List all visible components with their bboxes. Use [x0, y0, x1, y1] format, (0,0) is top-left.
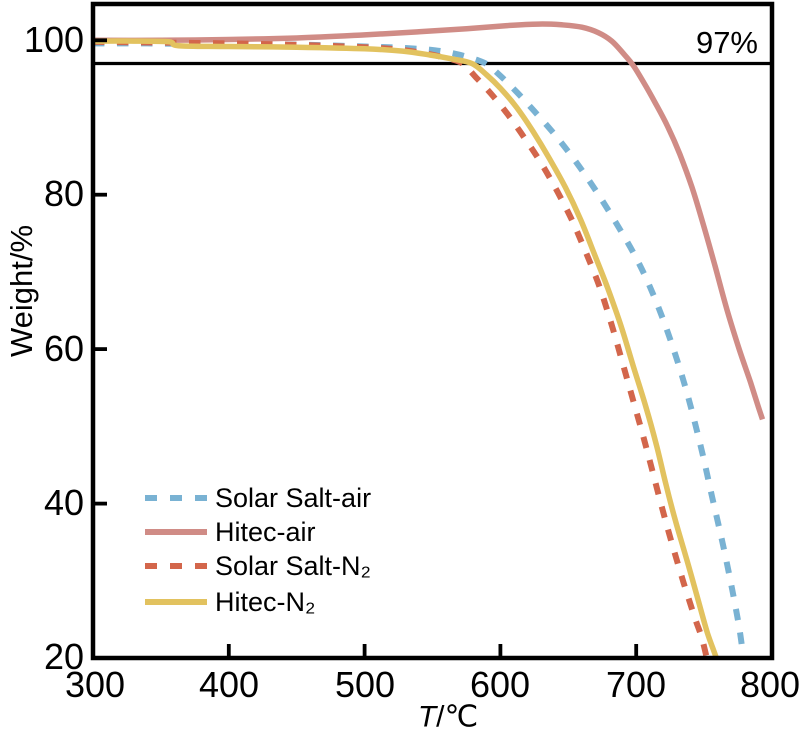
x-tick-label-300: 300 — [64, 664, 126, 705]
legend-label-hitec-air: Hitec-air — [215, 517, 316, 547]
reference-line-annotation: 97% — [695, 25, 758, 60]
x-axis-title-variable: T — [417, 700, 437, 734]
curve-hitec-n — [92, 38, 719, 659]
y-tick-label-60: 60 — [43, 328, 84, 369]
x-tick-label-500: 500 — [334, 664, 396, 705]
legend-label-solar-salt-n2: Solar Salt-N₂ — [215, 551, 372, 581]
y-tick-label-20: 20 — [43, 636, 84, 677]
plot-frame — [90, 1, 775, 661]
x-tick-label-700: 700 — [605, 664, 667, 705]
x-tick-label-400: 400 — [198, 664, 260, 705]
x-axis-title-unit: /℃ — [436, 700, 479, 734]
y-tick-label-40: 40 — [43, 482, 84, 523]
legend-label-hitec-n2: Hitec-N₂ — [215, 587, 316, 617]
x-axis-title: T/℃ — [418, 700, 478, 735]
legend-label-solar-salt-air: Solar Salt-air — [215, 483, 372, 513]
curve-hitec-air — [92, 21, 766, 421]
y-axis-title: Weight/% — [4, 224, 39, 358]
x-tick-label-800: 800 — [739, 664, 801, 705]
x-tick-label-600: 600 — [469, 664, 531, 705]
y-tick-label-100: 100 — [23, 19, 84, 60]
curve-solar-salt-n — [92, 38, 710, 659]
curve-solar-salt-air — [92, 40, 747, 659]
y-tick-label-80: 80 — [43, 173, 84, 214]
